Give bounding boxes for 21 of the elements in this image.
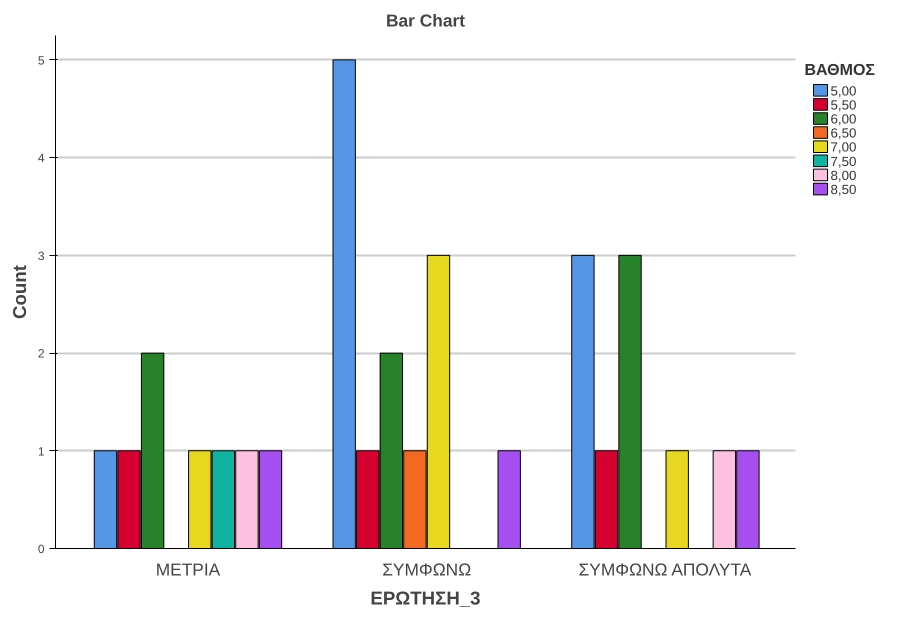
y-tick-label: 1 — [38, 444, 45, 458]
x-tick-label: ΣΥΜΦΩΝΩ — [382, 560, 472, 580]
x-axis-title: ΕΡΩΤΗΣΗ_3 — [370, 588, 481, 608]
legend-label: 5,00 — [830, 83, 856, 98]
x-tick-label: ΣΥΜΦΩΝΩ ΑΠΟΛΥΤΑ — [578, 560, 752, 580]
y-tick-label: 4 — [38, 151, 45, 166]
legend-label: 5,50 — [830, 97, 856, 112]
x-tick-label: ΜΕΤΡΙΑ — [156, 560, 221, 580]
legend-label: 8,00 — [830, 168, 856, 183]
legend-label: 8,50 — [830, 182, 856, 198]
y-tick-label: 2 — [38, 346, 45, 361]
y-tick-label: 3 — [38, 248, 45, 263]
legend-title: ΒΑΘΜΟΣ — [804, 62, 876, 79]
y-tick-label: 0 — [38, 542, 45, 556]
legend-label: 6,50 — [830, 126, 856, 141]
chart-title: Bar Chart — [386, 10, 466, 30]
legend-label: 6,00 — [830, 112, 856, 127]
y-tick-label: 5 — [38, 53, 45, 68]
y-axis-title: Count — [8, 265, 30, 319]
legend-label: 7,00 — [830, 140, 856, 155]
legend-label: 7,50 — [830, 154, 856, 169]
